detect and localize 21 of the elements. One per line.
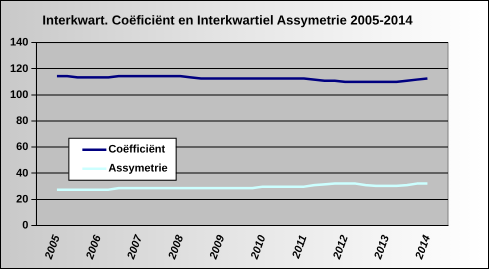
y-tick-label: 140 (10, 36, 28, 49)
x-tick-label: 2014 (413, 234, 434, 262)
x-tick-label: 2013 (372, 234, 392, 262)
x-tick-label: 2006 (84, 232, 104, 262)
y-tick-label: 0 (22, 220, 28, 232)
y-tick-label: 60 (16, 141, 28, 154)
x-tick-label: 2005 (42, 232, 63, 262)
x-tick-label: 2010 (248, 234, 268, 262)
x-tick-label: 2012 (330, 234, 351, 262)
chart-title: Interkwart. Coëficiënt en Interkwartiel Assymetrie 2005-2014 (42, 12, 414, 28)
legend-label: Assymetrie (108, 162, 168, 175)
x-tick-label: 2007 (124, 232, 146, 262)
legend-label: Coëfficiënt (108, 144, 166, 156)
y-tick-label: 20 (16, 193, 28, 206)
x-tick-label: 2009 (207, 232, 228, 262)
y-tick-label: 80 (16, 115, 28, 128)
x-tick-label: 2011 (290, 234, 310, 261)
y-tick-label: 40 (16, 167, 28, 180)
y-tick-label: 120 (10, 62, 28, 75)
x-tick-label: 2008 (166, 232, 186, 262)
y-tick-label: 100 (10, 88, 28, 101)
